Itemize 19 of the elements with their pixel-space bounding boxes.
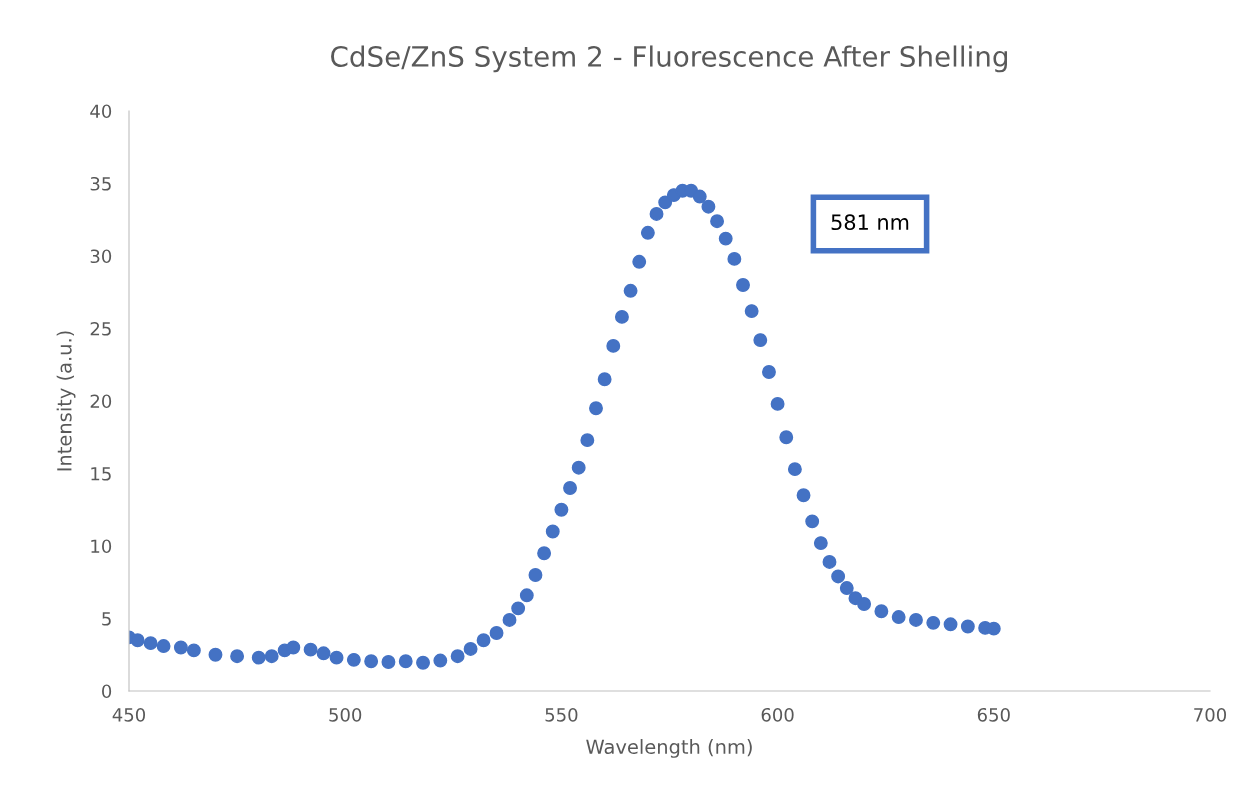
y-tick-label: 10 (91, 539, 112, 554)
y-tick-label: 0 (102, 684, 112, 699)
x-tick-label: 500 (329, 707, 362, 722)
annotation: 581 nm (831, 214, 909, 231)
x-axis-title: Wavelength (nm) (586, 739, 752, 758)
x-tick-label: 450 (112, 707, 146, 722)
x-tick-label: 650 (977, 707, 1010, 722)
y-tick-label: 5 (102, 612, 111, 626)
y-axis-title: Intensity (a.u.) (56, 331, 76, 471)
x-tick-label: 550 (545, 707, 578, 722)
chart-title: CdSe/ZnS System 2 - Fluorescence After Shelling (331, 45, 1007, 73)
y-tick-label: 20 (90, 394, 112, 409)
y-tick-label: 40 (90, 104, 112, 119)
x-tick-label: 700 (1194, 707, 1227, 722)
y-tick-label: 15 (91, 467, 111, 481)
y-tick-label: 35 (90, 176, 111, 191)
y-tick-label: 25 (90, 321, 111, 336)
y-tick-label: 30 (90, 249, 112, 264)
x-tick-label: 600 (761, 707, 794, 722)
